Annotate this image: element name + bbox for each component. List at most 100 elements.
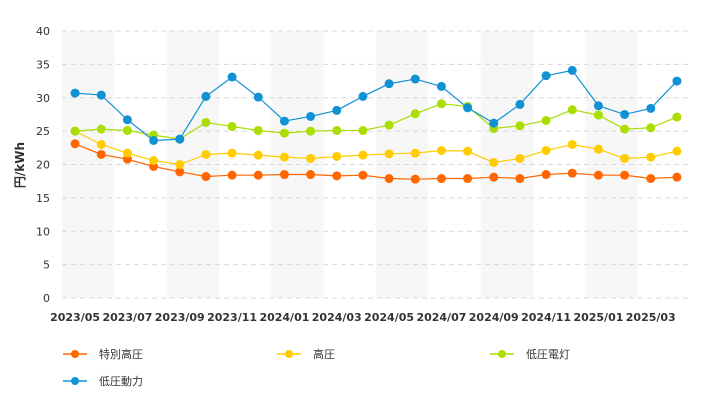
data-point[interactable]: [593, 144, 603, 154]
data-point[interactable]: [227, 170, 237, 180]
data-point[interactable]: [567, 139, 577, 149]
data-point[interactable]: [567, 65, 577, 75]
data-point[interactable]: [646, 123, 656, 133]
data-point[interactable]: [332, 171, 342, 181]
data-point[interactable]: [96, 124, 106, 134]
data-point[interactable]: [672, 146, 682, 156]
data-point[interactable]: [306, 153, 316, 163]
data-point[interactable]: [646, 103, 656, 113]
data-point[interactable]: [149, 135, 159, 145]
data-point[interactable]: [593, 110, 603, 120]
data-point[interactable]: [646, 152, 656, 162]
data-point[interactable]: [96, 139, 106, 149]
legend-label: 特別高圧: [99, 347, 143, 361]
data-point[interactable]: [515, 121, 525, 131]
data-point[interactable]: [541, 115, 551, 125]
data-point[interactable]: [567, 105, 577, 115]
data-point[interactable]: [201, 117, 211, 127]
data-point[interactable]: [358, 150, 368, 160]
data-point[interactable]: [70, 126, 80, 136]
data-point[interactable]: [463, 103, 473, 113]
data-point[interactable]: [620, 109, 630, 119]
data-point[interactable]: [358, 125, 368, 135]
background-band: [376, 31, 429, 298]
data-point[interactable]: [253, 170, 263, 180]
data-point[interactable]: [672, 172, 682, 182]
data-point[interactable]: [306, 111, 316, 121]
data-point[interactable]: [515, 153, 525, 163]
data-point[interactable]: [489, 157, 499, 167]
data-point[interactable]: [541, 145, 551, 155]
data-point[interactable]: [515, 174, 525, 184]
data-point[interactable]: [646, 174, 656, 184]
data-point[interactable]: [593, 170, 603, 180]
data-point[interactable]: [279, 152, 289, 162]
data-point[interactable]: [384, 149, 394, 159]
data-point[interactable]: [96, 149, 106, 159]
y-tick-label: 5: [43, 259, 50, 272]
data-point[interactable]: [672, 112, 682, 122]
data-point[interactable]: [175, 134, 185, 144]
data-point[interactable]: [306, 126, 316, 136]
data-point[interactable]: [279, 170, 289, 180]
data-point[interactable]: [463, 174, 473, 184]
data-point[interactable]: [253, 92, 263, 102]
data-point[interactable]: [410, 148, 420, 158]
data-point[interactable]: [436, 145, 446, 155]
data-point[interactable]: [70, 139, 80, 149]
data-point[interactable]: [227, 148, 237, 158]
data-point[interactable]: [201, 149, 211, 159]
data-point[interactable]: [384, 174, 394, 184]
data-point[interactable]: [227, 121, 237, 131]
data-point[interactable]: [358, 170, 368, 180]
data-point[interactable]: [541, 170, 551, 180]
legend-item[interactable]: 低圧動力: [63, 374, 143, 388]
data-point[interactable]: [620, 124, 630, 134]
data-point[interactable]: [463, 146, 473, 156]
data-point[interactable]: [410, 109, 420, 119]
data-point[interactable]: [332, 151, 342, 161]
data-point[interactable]: [332, 105, 342, 115]
data-point[interactable]: [620, 170, 630, 180]
data-point[interactable]: [306, 170, 316, 180]
series-3: [70, 65, 682, 145]
data-point[interactable]: [227, 72, 237, 82]
data-point[interactable]: [122, 125, 132, 135]
data-point[interactable]: [436, 81, 446, 91]
legend-item[interactable]: 低圧電灯: [490, 348, 570, 361]
data-point[interactable]: [593, 101, 603, 111]
data-point[interactable]: [436, 174, 446, 184]
data-point[interactable]: [410, 174, 420, 184]
data-point[interactable]: [279, 128, 289, 138]
data-point[interactable]: [515, 99, 525, 109]
data-point[interactable]: [175, 167, 185, 177]
data-point[interactable]: [567, 168, 577, 178]
data-point[interactable]: [672, 76, 682, 86]
legend-item[interactable]: 特別高圧: [63, 347, 143, 361]
data-point[interactable]: [201, 172, 211, 182]
x-tick-label: 2024/01: [259, 311, 309, 324]
data-point[interactable]: [384, 79, 394, 89]
data-point[interactable]: [201, 91, 211, 101]
data-point[interactable]: [541, 71, 551, 81]
data-point[interactable]: [279, 116, 289, 126]
data-point[interactable]: [253, 125, 263, 135]
data-point[interactable]: [149, 155, 159, 165]
data-point[interactable]: [489, 118, 499, 128]
legend-marker: [498, 350, 506, 358]
data-point[interactable]: [175, 160, 185, 169]
data-point[interactable]: [253, 150, 263, 160]
data-point[interactable]: [122, 148, 132, 158]
y-tick-label: 30: [36, 92, 50, 105]
data-point[interactable]: [620, 153, 630, 163]
data-point[interactable]: [96, 90, 106, 100]
data-point[interactable]: [436, 99, 446, 109]
data-point[interactable]: [358, 91, 368, 101]
legend-item[interactable]: 高圧: [277, 347, 335, 361]
data-point[interactable]: [70, 88, 80, 98]
data-point[interactable]: [489, 172, 499, 182]
data-point[interactable]: [332, 125, 342, 135]
data-point[interactable]: [410, 74, 420, 84]
data-point[interactable]: [122, 115, 132, 125]
data-point[interactable]: [384, 120, 394, 130]
